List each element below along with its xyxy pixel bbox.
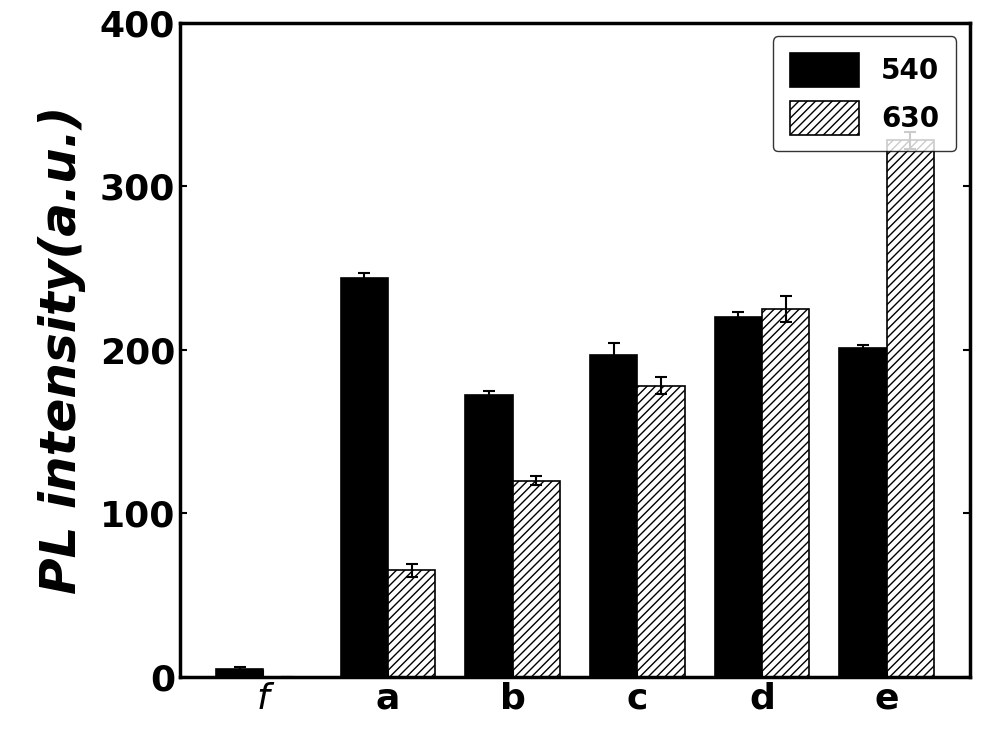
Legend: 540, 630: 540, 630 — [773, 36, 956, 151]
Bar — [715, 317, 762, 677]
Bar — [887, 141, 934, 677]
Y-axis label: PL intensity(a.u.): PL intensity(a.u.) — [38, 105, 86, 594]
Bar — [762, 309, 809, 677]
Bar — [465, 396, 513, 677]
Bar — [216, 669, 263, 677]
Bar — [388, 571, 435, 677]
Bar — [341, 277, 388, 677]
Bar — [637, 386, 685, 677]
Bar — [590, 355, 637, 677]
Bar — [839, 348, 887, 677]
Bar — [513, 481, 560, 677]
